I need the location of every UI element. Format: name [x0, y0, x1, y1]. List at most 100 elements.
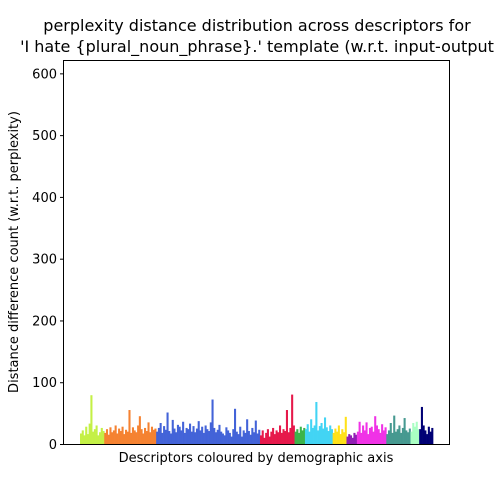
bar: [405, 430, 408, 444]
bar: [190, 431, 193, 444]
bar: [424, 430, 427, 444]
bar: [234, 408, 237, 444]
bar: [339, 434, 342, 444]
bar: [318, 426, 321, 444]
bar: [163, 426, 166, 444]
bar: [398, 425, 401, 444]
bar: [355, 434, 358, 444]
bar: [259, 435, 263, 444]
bar: [351, 437, 354, 444]
bar: [201, 426, 204, 444]
bar: [320, 423, 323, 444]
bar: [197, 421, 200, 444]
bar: [348, 434, 351, 444]
bar: [256, 433, 259, 444]
bar: [384, 427, 387, 444]
bar: [154, 428, 157, 444]
bar: [419, 429, 422, 444]
bar: [121, 426, 124, 444]
bar: [365, 422, 368, 444]
bar: [401, 427, 404, 444]
bar: [232, 429, 235, 444]
bar: [429, 431, 432, 444]
bar: [102, 431, 105, 444]
bar: [253, 432, 256, 444]
bar: [142, 433, 145, 444]
bar: [374, 416, 377, 444]
bar: [218, 424, 221, 444]
bar: [195, 428, 199, 444]
bar: [156, 431, 159, 444]
bar: [261, 430, 264, 444]
bar: [81, 430, 84, 444]
bar: [137, 425, 140, 444]
bar: [244, 432, 247, 444]
bar: [178, 426, 181, 444]
bar: [104, 432, 107, 444]
bar: [135, 432, 138, 444]
bar: [183, 432, 186, 444]
bar: [263, 437, 266, 444]
bar: [208, 431, 211, 444]
bar: [356, 431, 359, 444]
bar: [346, 436, 349, 444]
bar: [235, 431, 238, 444]
bar: [88, 423, 91, 444]
bar: [157, 427, 160, 444]
bar: [292, 425, 295, 444]
bar: [368, 427, 372, 444]
bar: [287, 432, 290, 444]
bar: [426, 434, 429, 444]
bar: [327, 431, 330, 444]
bar: [220, 431, 223, 444]
bar: [330, 429, 333, 444]
bar: [415, 421, 418, 444]
bar: [282, 429, 285, 444]
bar: [119, 431, 122, 444]
bar: [280, 432, 283, 444]
bar: [109, 427, 112, 444]
bar: [322, 428, 325, 444]
bar: [298, 432, 301, 444]
bar: [296, 429, 299, 444]
bar: [140, 429, 143, 444]
bar: [133, 430, 136, 444]
bar: [427, 426, 430, 444]
bar: [431, 427, 434, 444]
bar: [394, 431, 398, 444]
bar: [90, 395, 93, 444]
bar: [152, 429, 155, 444]
bar: [100, 427, 103, 444]
bar: [118, 428, 121, 444]
bar: [230, 436, 233, 444]
bar: [204, 425, 207, 444]
bar: [422, 425, 425, 444]
bar: [164, 429, 167, 444]
bar: [116, 433, 119, 444]
bar: [341, 429, 344, 444]
bar: [240, 436, 244, 444]
bar: [175, 432, 178, 444]
chart-title-line-2: 'I hate {plural_noun_phrase}.' template …: [20, 37, 494, 57]
bar: [272, 427, 275, 444]
bar: [124, 429, 128, 444]
bar: [97, 435, 100, 444]
bar: [249, 434, 252, 444]
bar: [242, 430, 245, 444]
bar: [93, 429, 96, 444]
bar: [334, 428, 337, 444]
bar: [407, 432, 410, 444]
bar: [182, 421, 185, 444]
bar: [145, 431, 148, 444]
bar: [311, 427, 314, 444]
y-tick-label: 500: [32, 129, 57, 144]
bar: [294, 431, 297, 444]
bar: [239, 426, 242, 444]
bar: [417, 429, 420, 444]
bar: [413, 426, 417, 444]
y-tick-label: 200: [32, 314, 57, 329]
y-tick-label: 400: [32, 191, 57, 206]
y-tick-label: 0: [49, 438, 57, 453]
bar: [173, 428, 176, 444]
